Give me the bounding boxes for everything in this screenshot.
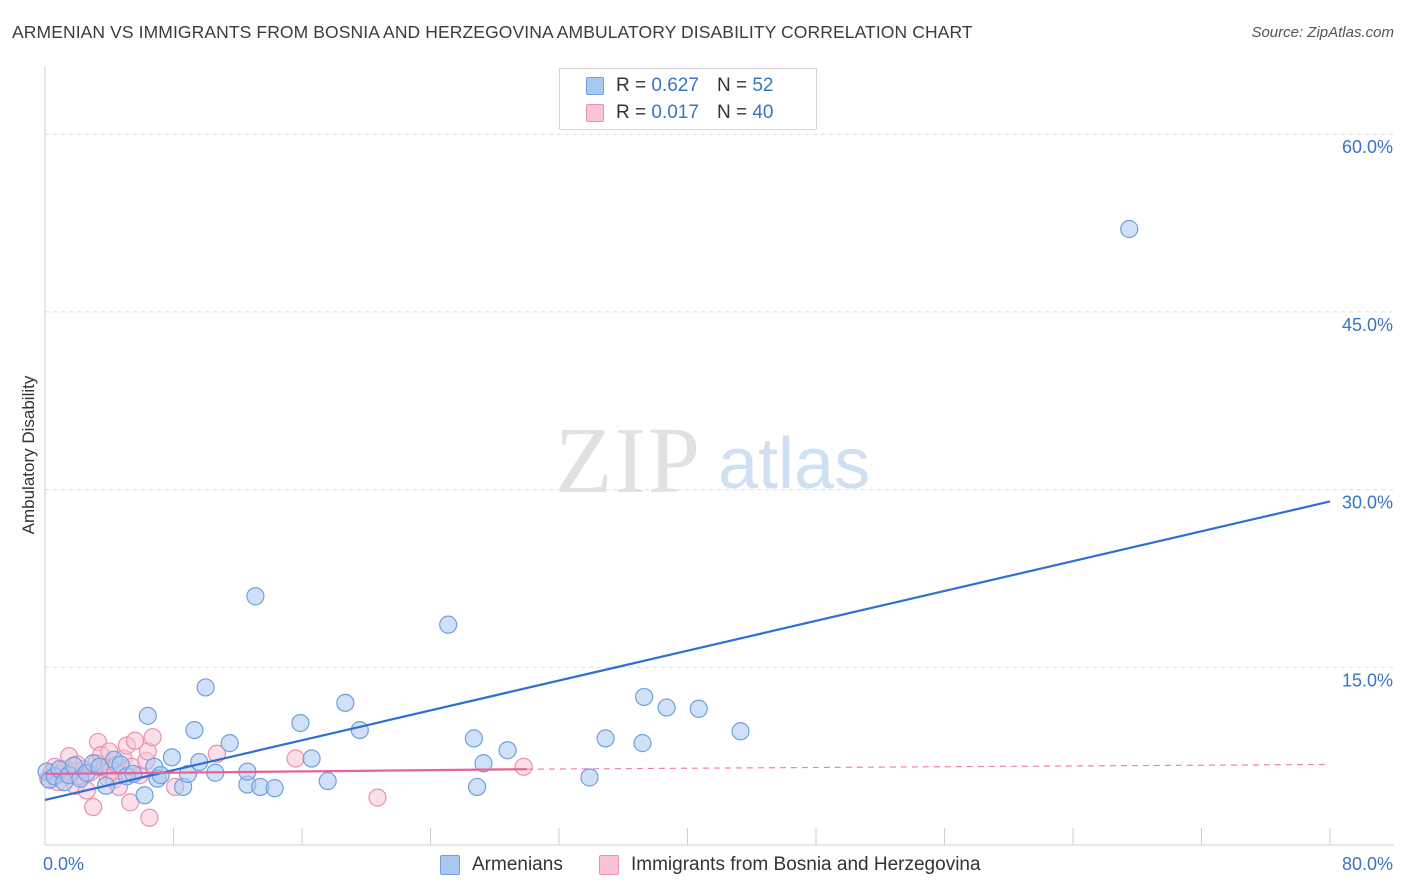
- armenian-point: [596, 729, 615, 748]
- legend-label-armenians: Armenians: [472, 854, 563, 875]
- y-tick-label: 45.0%: [1342, 315, 1393, 335]
- armenian-point: [731, 722, 750, 741]
- armenian-point: [1120, 219, 1139, 239]
- bosnia-point: [121, 793, 140, 812]
- armenian-point: [265, 779, 284, 798]
- bosnia-point: [514, 757, 533, 776]
- r-value: 0.627: [651, 75, 699, 96]
- armenian-point: [439, 615, 458, 634]
- legend-label-bosnia: Immigrants from Bosnia and Herzegovina: [631, 854, 981, 875]
- n-value: 40: [752, 102, 774, 123]
- armenian-point: [291, 713, 310, 733]
- n-label: N =: [716, 102, 748, 123]
- grid-lines: [45, 133, 1394, 668]
- bosnia-point: [84, 797, 103, 817]
- armenian-swatch: [586, 77, 604, 95]
- armenian-point: [474, 754, 493, 773]
- source-credit: Source: ZipAtlas.com: [1251, 24, 1394, 41]
- armenian-point: [580, 768, 599, 787]
- armenian-point: [350, 720, 369, 740]
- y-tick-label: 15.0%: [1342, 670, 1393, 690]
- armenian-point: [135, 786, 154, 805]
- bosnia-swatch: [586, 104, 604, 122]
- correlation-legend: R = 0.627 N = 52 R = 0.017 N = 40: [559, 68, 817, 130]
- armenian-point: [467, 777, 487, 797]
- armenian-point: [635, 687, 654, 707]
- armenian-point: [220, 734, 239, 753]
- armenian-point: [185, 720, 204, 740]
- r-label: R =: [616, 102, 647, 123]
- bosnia-point: [140, 808, 159, 827]
- chart-title: ARMENIAN VS IMMIGRANTS FROM BOSNIA AND H…: [12, 22, 973, 42]
- bosnia-trend-line: [44, 768, 527, 776]
- y-tick-label: 60.0%: [1342, 137, 1393, 157]
- n-value: 52: [752, 75, 774, 96]
- armenian-points: [37, 219, 1139, 805]
- armenian-trend-line: [44, 500, 1331, 802]
- armenian-swatch: [440, 855, 460, 875]
- legend-row-armenians: R = 0.627 N = 52: [586, 73, 773, 99]
- armenian-point: [689, 699, 708, 718]
- bosnia-swatch: [599, 855, 619, 875]
- armenian-point: [657, 698, 676, 717]
- armenian-point: [246, 587, 265, 606]
- n-label: N =: [716, 75, 748, 96]
- armenian-point: [633, 734, 652, 753]
- armenian-point: [464, 729, 483, 748]
- armenian-point: [498, 741, 517, 760]
- bosnia-point: [143, 728, 162, 747]
- trend-lines: [44, 500, 1331, 802]
- x-tick-label-min: 0.0%: [43, 854, 84, 874]
- armenian-point: [178, 764, 198, 784]
- y-axis-label: Ambulatory Disability: [19, 375, 38, 534]
- armenian-point: [90, 757, 109, 776]
- bosnia-trend-line-extension: [526, 763, 1331, 770]
- x-tick-labels: 0.0% 80.0%: [43, 854, 1393, 874]
- bosnia-point: [125, 731, 145, 750]
- x-tick-marks: [173, 828, 1331, 845]
- x-tick-label-max: 80.0%: [1342, 854, 1393, 874]
- armenian-point: [336, 693, 355, 712]
- r-label: R =: [616, 75, 647, 96]
- legend-item-armenians[interactable]: Armenians: [440, 852, 563, 878]
- armenian-point: [196, 678, 215, 697]
- watermark-atlas: atlas: [718, 424, 870, 504]
- legend-item-bosnia[interactable]: Immigrants from Bosnia and Herzegovina: [599, 852, 981, 878]
- armenian-point: [302, 749, 321, 768]
- watermark-zip: ZIP: [555, 409, 702, 513]
- y-tick-labels: 15.0% 30.0% 45.0% 60.0%: [1342, 137, 1393, 690]
- r-value: 0.017: [651, 102, 699, 123]
- armenian-point: [138, 706, 157, 725]
- bosnia-point: [368, 788, 387, 807]
- armenian-point: [162, 748, 181, 767]
- legend-row-bosnia: R = 0.017 N = 40: [586, 100, 773, 126]
- armenian-point: [318, 771, 337, 791]
- bosnia-point: [286, 749, 305, 768]
- y-tick-label: 30.0%: [1342, 493, 1393, 513]
